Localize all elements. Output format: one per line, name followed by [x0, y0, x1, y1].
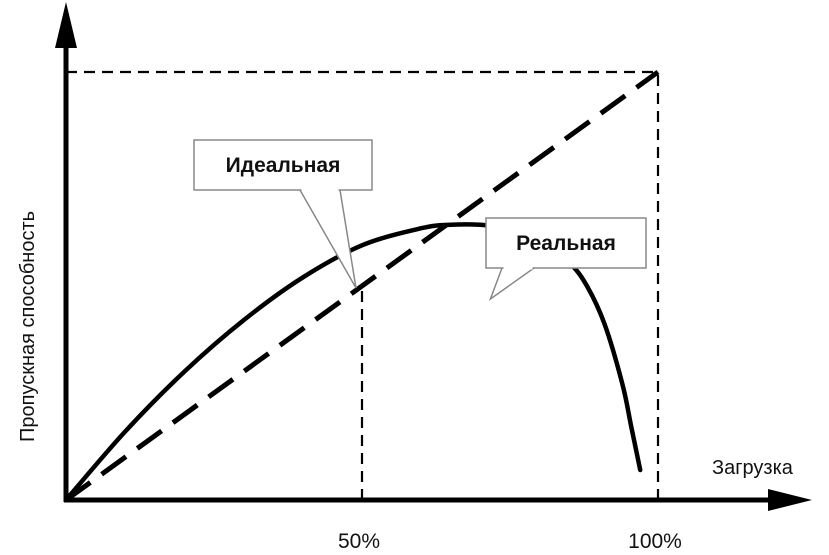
series-line-real — [63, 222, 643, 503]
y-axis-label: Пропускная способность — [17, 211, 39, 442]
callout-pointer-real — [488, 267, 537, 302]
series-line-ideal — [64, 69, 660, 503]
callout-label-real: Реальная — [516, 232, 616, 255]
x-tick-label: 100% — [628, 530, 682, 553]
callout-box-real — [485, 217, 647, 269]
callout-label-ideal: Идеальная — [226, 154, 341, 177]
x-tick-label: 50% — [338, 530, 380, 553]
callout-box-ideal — [193, 139, 373, 191]
x-axis-arrow — [768, 489, 812, 511]
y-axis-arrow — [55, 2, 77, 48]
x-axis-label: Загрузка — [712, 457, 794, 479]
